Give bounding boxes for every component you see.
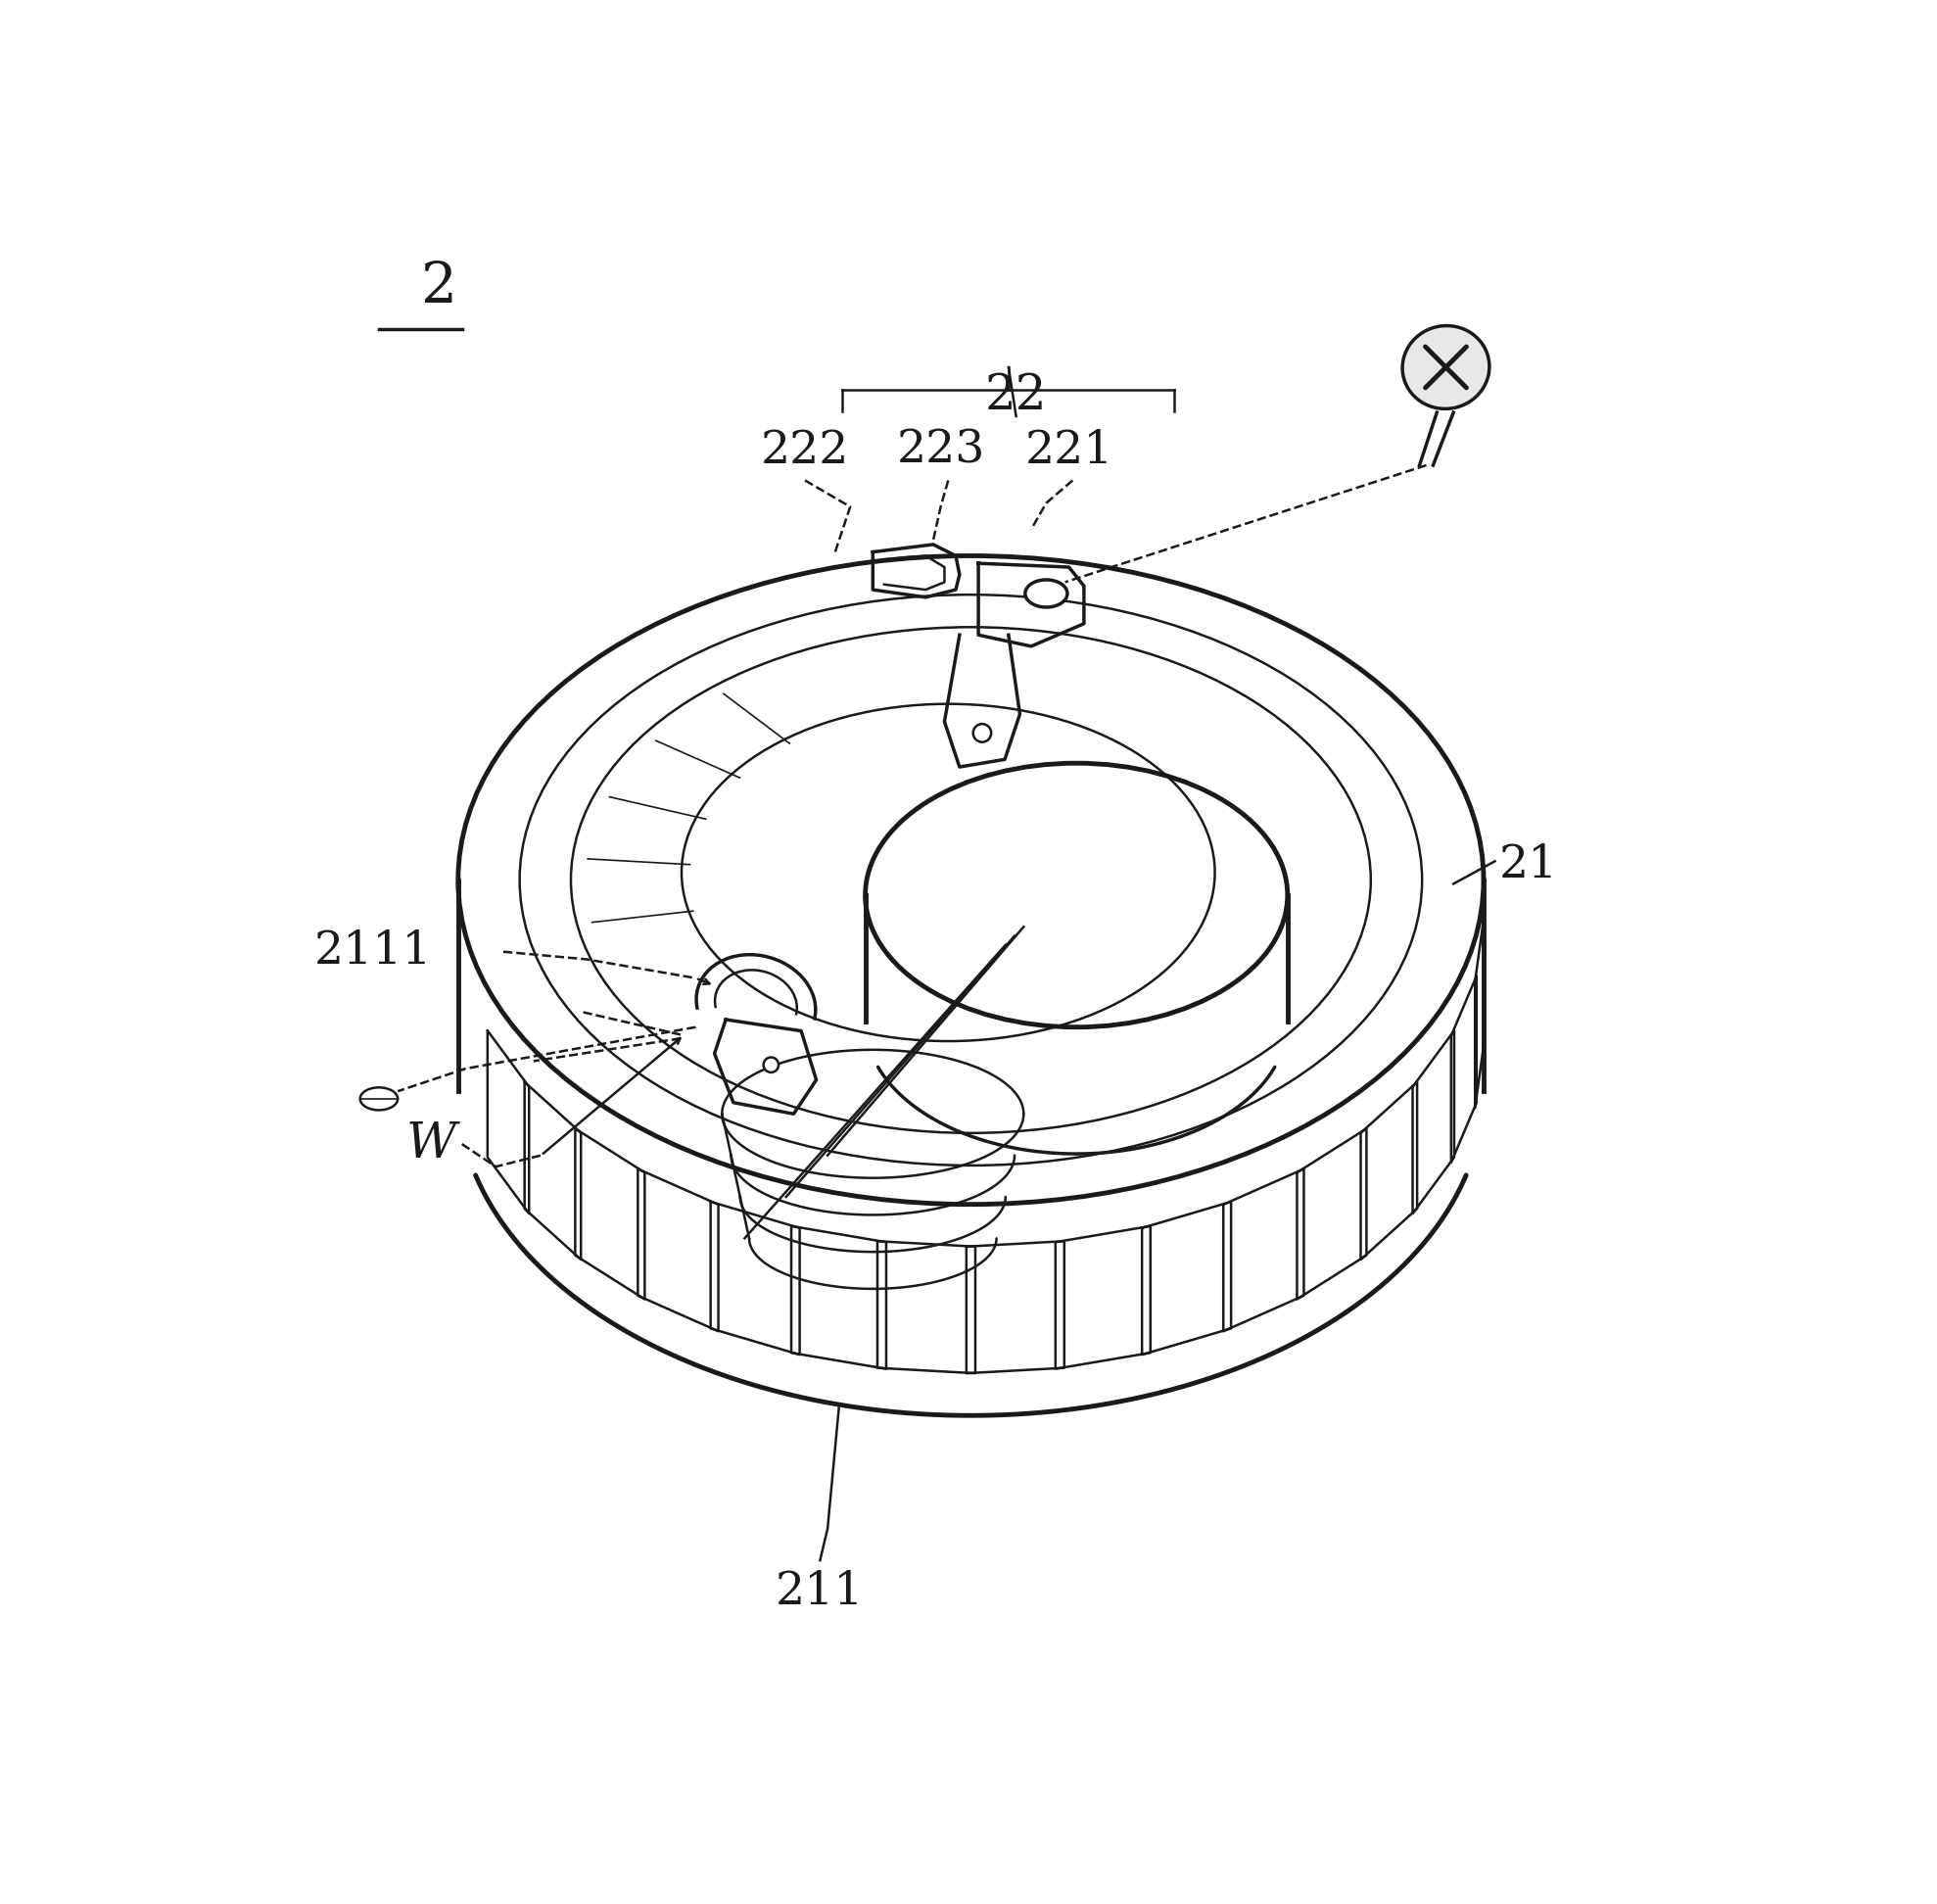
Text: 222: 222 — [761, 428, 848, 472]
Ellipse shape — [360, 1087, 397, 1110]
Text: 223: 223 — [897, 428, 984, 472]
Text: 22: 22 — [986, 371, 1048, 421]
Circle shape — [972, 724, 992, 743]
Text: 2111: 2111 — [314, 929, 432, 973]
Ellipse shape — [1402, 326, 1490, 409]
Text: 221: 221 — [1025, 428, 1114, 472]
Text: W: W — [407, 1120, 457, 1169]
Text: 2: 2 — [420, 259, 457, 314]
Text: 211: 211 — [777, 1571, 864, 1615]
Text: 21: 21 — [1499, 843, 1557, 887]
Circle shape — [763, 1057, 779, 1072]
Ellipse shape — [1025, 579, 1067, 607]
